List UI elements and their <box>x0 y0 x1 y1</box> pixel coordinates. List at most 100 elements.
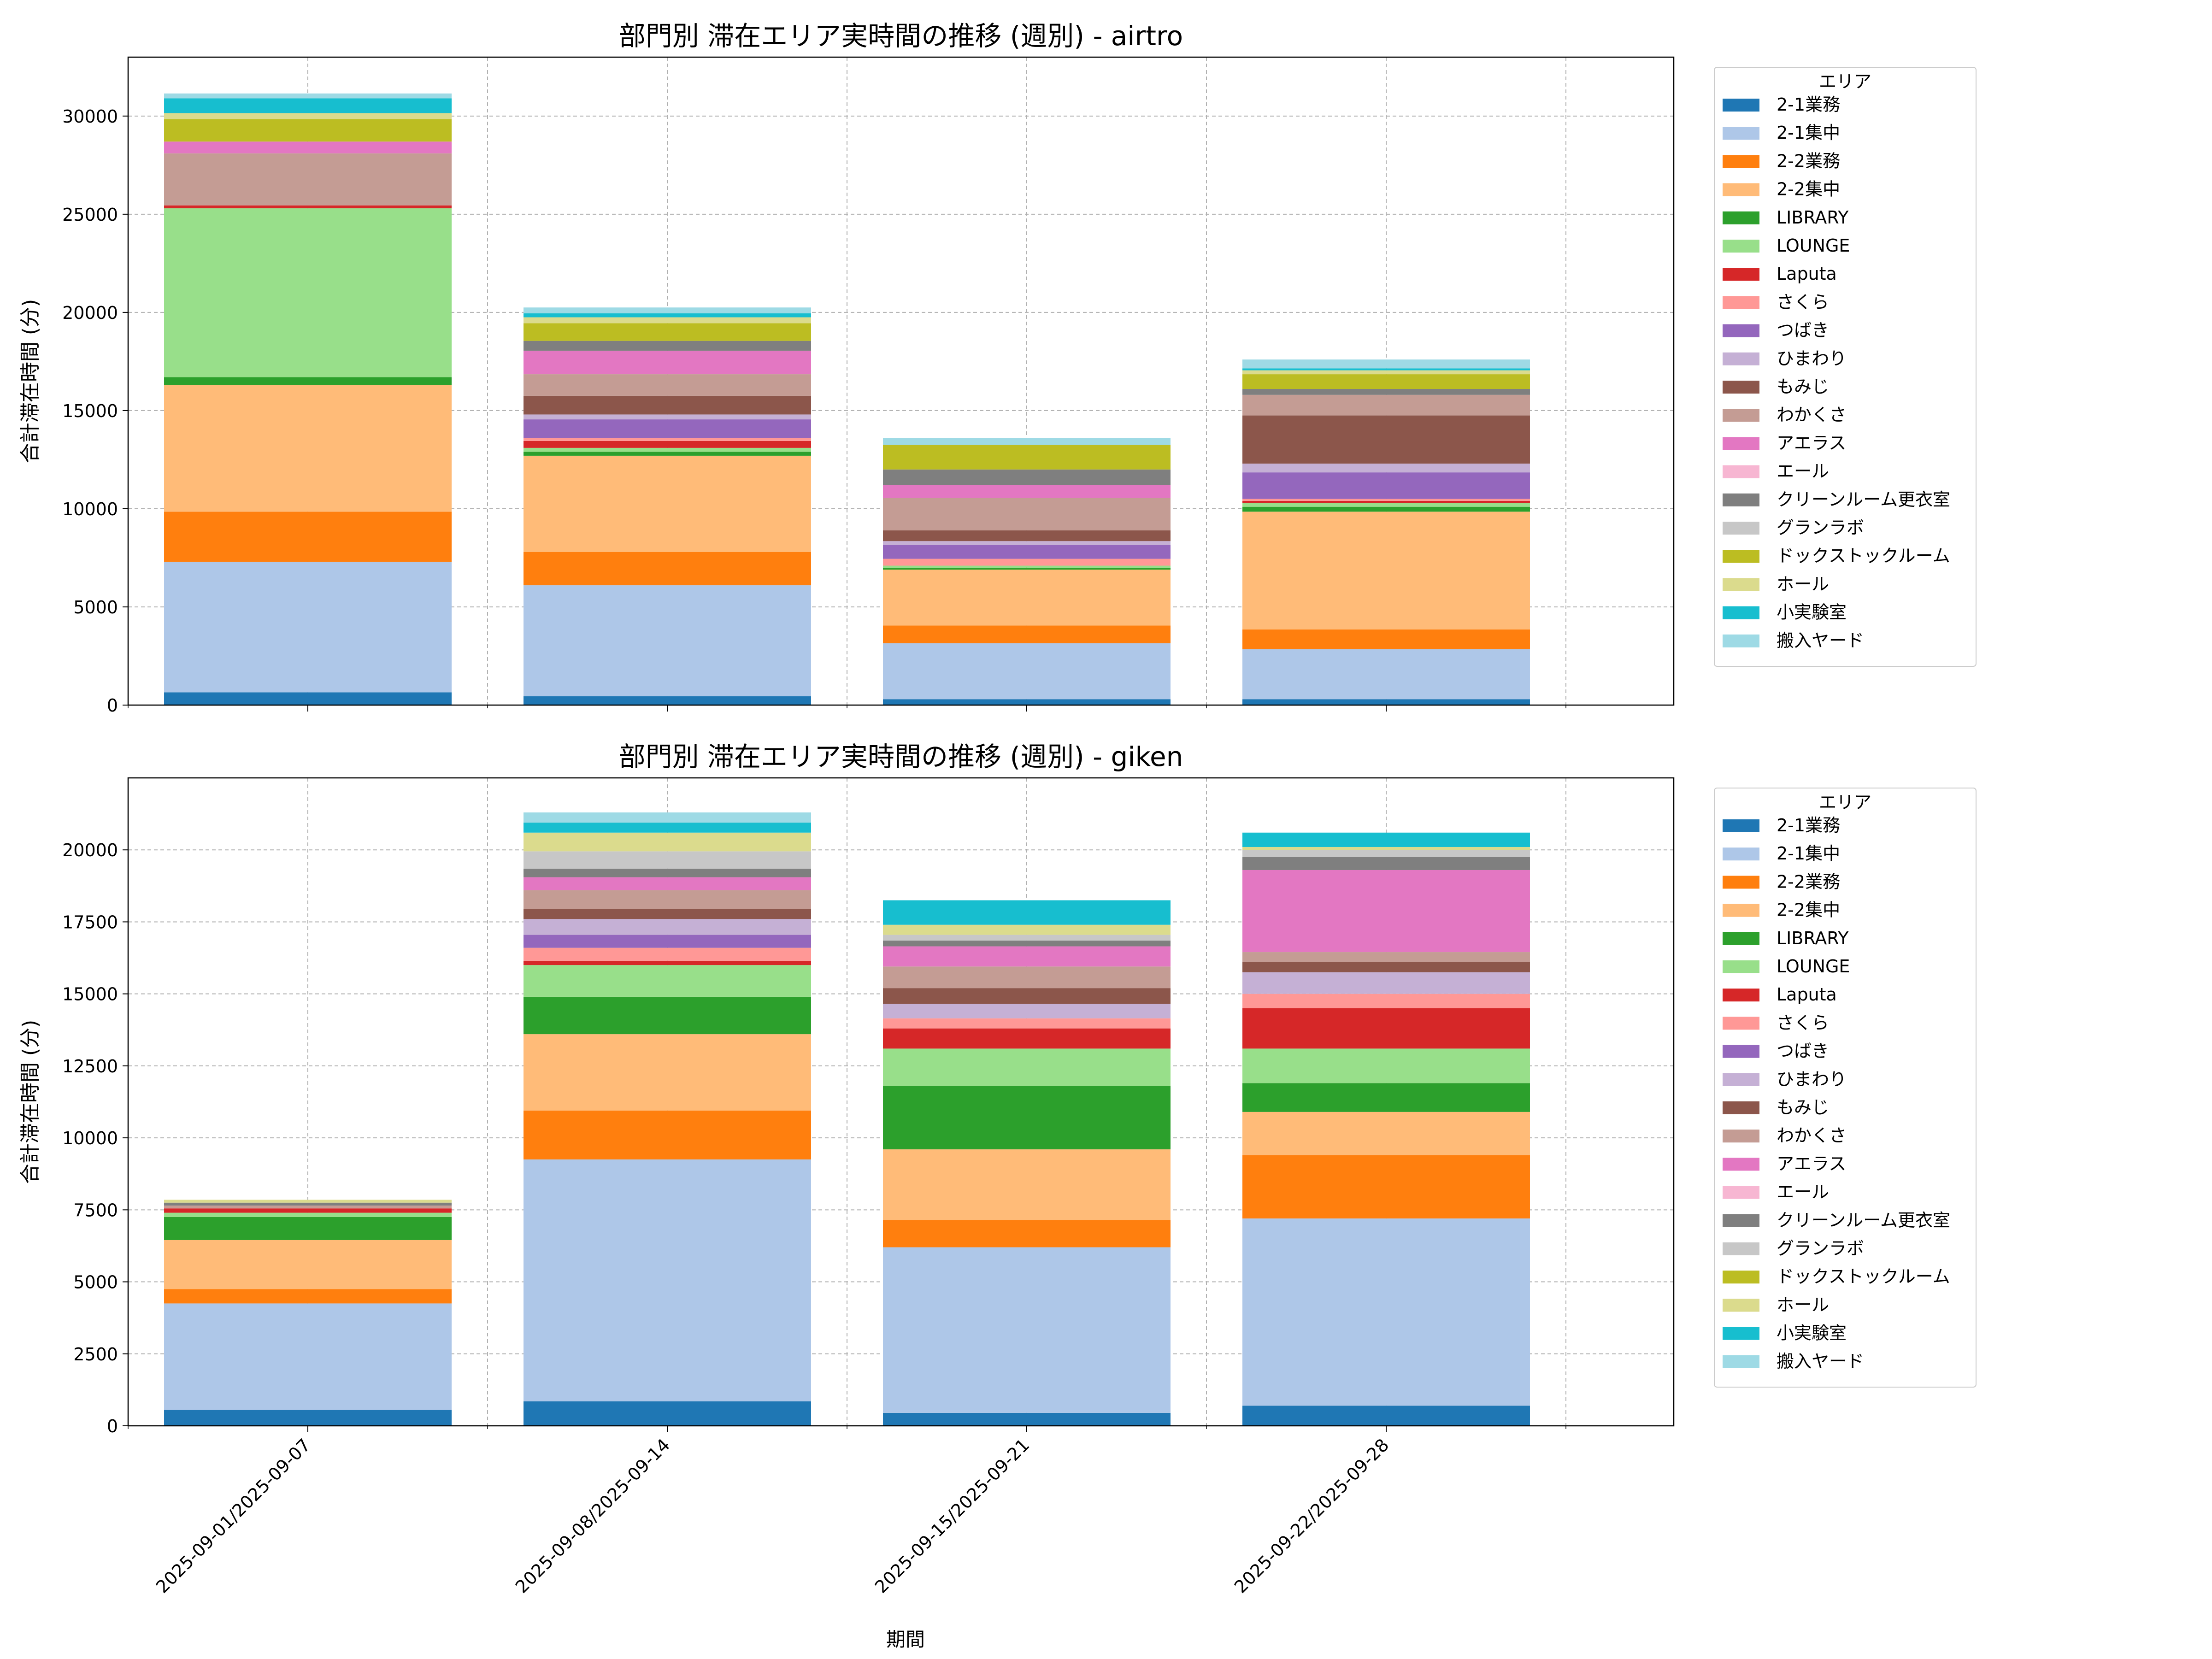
bar-segment <box>1242 506 1530 512</box>
bar-segment <box>524 438 811 441</box>
legend-swatch <box>1723 268 1759 281</box>
bar-segment <box>883 625 1171 643</box>
bar-segment <box>1242 832 1530 847</box>
legend-swatch <box>1723 1186 1759 1199</box>
bar-segment <box>1242 499 1530 501</box>
bar-segment <box>883 966 1171 988</box>
legend-entry: グランラボ <box>1777 1238 1864 1259</box>
bar-segment <box>1242 870 1530 953</box>
y-tick-label: 17500 <box>62 912 118 932</box>
legend-entry: 2-1集中 <box>1777 843 1840 864</box>
legend-swatch <box>1723 1130 1759 1143</box>
chart-panel-2: 部門別 滞在エリア実時間の推移 (週別) - giken 0 2500 5000 750… <box>18 741 1977 1597</box>
bar-stack-group <box>164 93 1530 705</box>
bar-segment <box>524 868 811 877</box>
legend-entry: つばき <box>1777 320 1829 341</box>
legend-entry: さくら <box>1777 292 1829 312</box>
legend-swatch <box>1723 904 1759 917</box>
y-tick-label: 0 <box>107 1416 118 1436</box>
legend-swatch <box>1723 155 1759 168</box>
bar-segment <box>1242 699 1530 705</box>
bar-segment <box>883 498 1171 530</box>
legend-swatch <box>1723 183 1759 196</box>
bar-segment <box>883 530 1171 541</box>
legend-entry: LIBRARY <box>1777 207 1849 228</box>
bar-segment <box>1242 850 1530 857</box>
bar-segment <box>1242 370 1530 375</box>
legend-swatch <box>1723 1327 1759 1340</box>
bar-segment <box>883 946 1171 967</box>
bar-segment <box>164 1240 452 1289</box>
legend-entry: 2-2業務 <box>1777 871 1840 892</box>
legend-entry: もみじ <box>1777 377 1829 397</box>
legend-entry: アエラス <box>1777 433 1846 453</box>
chart-title: 部門別 滞在エリア実時間の推移 (週別) - airtro <box>619 20 1183 52</box>
legend-swatch <box>1723 1271 1759 1284</box>
y-tick-label: 10000 <box>62 499 118 519</box>
legend-entry: 2-2業務 <box>1777 151 1840 171</box>
bar-segment <box>883 559 1171 566</box>
legend-box <box>1714 67 1977 667</box>
bar-segment <box>883 699 1171 705</box>
bar-segment <box>883 1220 1171 1247</box>
bar-segment <box>883 1412 1171 1426</box>
bar-segment <box>1242 1112 1530 1155</box>
bar-segment <box>524 1110 811 1159</box>
legend-entry: つばき <box>1777 1041 1829 1061</box>
bar-segment <box>164 208 452 377</box>
legend-entry: 搬入ヤード <box>1777 1351 1864 1371</box>
bar-segment <box>1242 503 1530 507</box>
plot-frame <box>127 56 1675 706</box>
bar-segment <box>1242 1008 1530 1049</box>
bar-segment <box>883 900 1171 925</box>
legend-entry: 小実験室 <box>1777 602 1847 623</box>
bar-segment <box>883 570 1171 626</box>
legend-entry: クリーンルーム更衣室 <box>1777 489 1950 510</box>
bar-segment <box>1242 472 1530 499</box>
bar-segment <box>164 141 452 153</box>
bar-segment <box>524 350 811 375</box>
y-tick-label: 7500 <box>73 1200 118 1220</box>
bar-segment <box>1242 857 1530 870</box>
legend-title: エリア <box>1819 792 1871 812</box>
legend-entry: さくら <box>1777 1012 1829 1033</box>
y-tick-label: 2500 <box>73 1344 118 1365</box>
bar-segment <box>883 485 1171 498</box>
bar-segment <box>524 455 811 552</box>
legend-swatch <box>1723 932 1759 945</box>
legend-entry: 2-2集中 <box>1777 179 1840 200</box>
bar-segment <box>524 960 811 965</box>
bar-segment <box>883 941 1171 947</box>
chart-panel-1: 部門別 滞在エリア実時間の推移 (週別) - airtro 0 5000 10000 1… <box>18 20 1977 716</box>
bar-segment <box>524 1034 811 1111</box>
bar-segment <box>1242 463 1530 473</box>
bar-segment <box>524 552 811 586</box>
legend-entry: ドックストックルーム <box>1777 1266 1950 1287</box>
y-tick-label: 5000 <box>73 597 118 618</box>
bar-segment <box>1242 374 1530 389</box>
legend-swatch <box>1723 1158 1759 1171</box>
bar-segment <box>524 414 811 420</box>
legend-swatch <box>1723 550 1759 563</box>
legend-entry: ひまわり <box>1777 348 1847 369</box>
bar-segment <box>164 385 452 512</box>
y-axis: 0 2500 5000 7500 10000 12500 15000 17500 20000 <box>62 840 128 1436</box>
y-tick-label: 5000 <box>73 1272 118 1293</box>
bar-segment <box>1242 952 1530 962</box>
legend-title: エリア <box>1819 71 1871 92</box>
x-axis-label: 期間 <box>886 1628 925 1651</box>
legend-entry: 搬入ヤード <box>1777 630 1864 651</box>
legend-swatch <box>1723 1299 1759 1312</box>
legend-swatch <box>1723 847 1759 861</box>
bar-segment <box>1242 389 1530 395</box>
legend-swatch <box>1723 876 1759 889</box>
bar-segment <box>524 313 811 318</box>
bar-segment <box>883 643 1171 700</box>
legend-swatch <box>1723 988 1759 1002</box>
y-tick-label: 20000 <box>62 303 118 323</box>
bar-segment <box>524 395 811 415</box>
bar-segment <box>1242 368 1530 371</box>
bar-segment <box>1242 629 1530 649</box>
legend-entry: ドックストックルーム <box>1777 546 1950 566</box>
